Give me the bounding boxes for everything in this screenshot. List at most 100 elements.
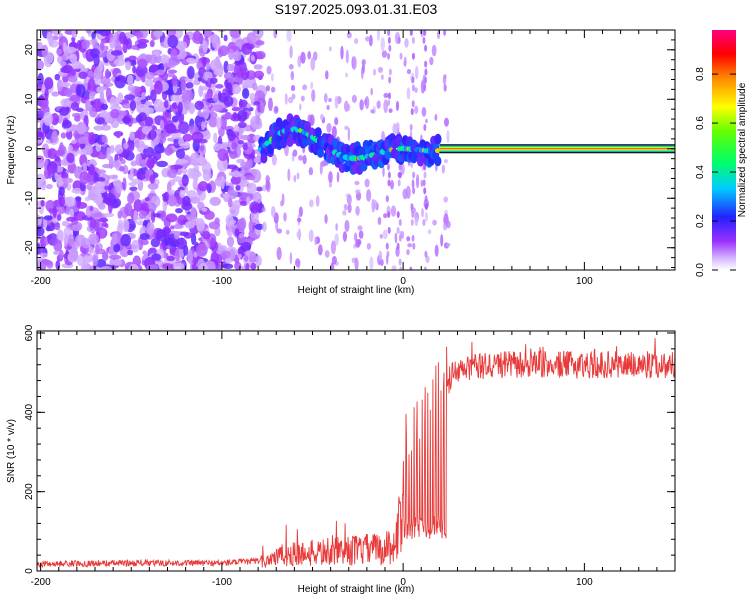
noise-blob	[69, 94, 81, 102]
noise-blob	[385, 195, 389, 203]
noise-blob	[165, 245, 172, 250]
colorbar-tick-label: 0.4	[695, 165, 706, 179]
noise-blob	[118, 224, 124, 230]
noise-blob	[410, 203, 414, 211]
noise-blob	[140, 92, 146, 100]
noise-blob	[173, 230, 180, 240]
noise-blob	[340, 45, 344, 60]
noise-blob	[399, 266, 403, 270]
noise-blob	[379, 233, 383, 239]
noise-blob	[209, 77, 218, 84]
noise-blob	[113, 58, 126, 67]
noise-blob	[175, 207, 183, 214]
noise-blob	[76, 121, 87, 135]
noise-blob	[296, 217, 302, 223]
noise-blob	[424, 44, 428, 52]
noise-blob	[100, 103, 109, 111]
noise-blob	[141, 158, 147, 168]
noise-blob	[117, 210, 123, 219]
noise-blob	[236, 176, 241, 184]
noise-blob	[81, 260, 88, 270]
noise-blob	[406, 68, 412, 75]
noise-blob	[202, 30, 212, 38]
noise-blob	[56, 48, 63, 55]
noise-blob	[66, 216, 77, 222]
noise-blob	[405, 185, 411, 199]
noise-blob	[70, 101, 80, 111]
noise-blob	[406, 249, 410, 256]
noise-blob	[244, 255, 249, 262]
noise-blob	[411, 36, 415, 44]
noise-blob	[286, 30, 292, 42]
noise-blob	[184, 221, 196, 229]
noise-blob	[215, 84, 224, 89]
noise-blob	[98, 30, 111, 37]
noise-blob	[290, 85, 296, 92]
noise-blob	[198, 85, 204, 97]
noise-blob	[415, 174, 420, 189]
noise-blob	[223, 60, 229, 74]
signal-blob	[260, 153, 268, 164]
noise-blob	[87, 78, 96, 93]
noise-blob	[227, 198, 233, 208]
noise-blob	[96, 258, 107, 268]
noise-blob	[46, 234, 52, 240]
noise-blob	[371, 198, 376, 213]
noise-blob	[150, 128, 155, 141]
noise-blob	[99, 90, 105, 104]
noise-blob	[290, 70, 295, 81]
snr-y-tick-label: 0	[24, 568, 35, 574]
noise-blob	[121, 103, 133, 109]
noise-blob	[58, 249, 64, 260]
noise-blob	[223, 71, 234, 80]
noise-blob	[182, 195, 191, 207]
noise-blob	[232, 170, 241, 178]
colorbar-tick-label: 0.6	[695, 116, 706, 130]
noise-blob	[424, 203, 428, 211]
noise-blob	[397, 36, 401, 44]
noise-blob	[97, 86, 109, 91]
noise-blob	[76, 201, 88, 209]
noise-blob	[48, 208, 54, 214]
noise-blob	[59, 81, 71, 87]
noise-blob	[93, 67, 102, 80]
noise-blob	[201, 121, 206, 131]
noise-blob	[423, 123, 427, 131]
noise-blob	[442, 74, 447, 86]
noise-blob	[100, 265, 112, 270]
noise-blob	[179, 231, 189, 237]
noise-blob	[364, 178, 370, 188]
noise-blob	[212, 93, 219, 102]
noise-blob	[163, 100, 169, 109]
noise-blob	[424, 60, 428, 68]
noise-blob	[342, 231, 348, 242]
noise-blob	[170, 48, 178, 61]
noise-blob	[196, 217, 205, 232]
noise-blob	[62, 64, 73, 74]
noise-blob	[315, 195, 320, 207]
colorbar-ticks: 0.0 0.2 0.4 0.6 0.8	[695, 67, 736, 277]
noise-blob	[85, 30, 92, 34]
noise-blob	[208, 221, 221, 230]
noise-blob	[197, 76, 202, 82]
noise-blob	[58, 196, 66, 208]
noise-blob	[129, 186, 138, 192]
noise-blob	[145, 168, 150, 181]
noise-blob	[381, 50, 388, 58]
noise-blob	[213, 132, 218, 144]
noise-blob	[255, 186, 264, 192]
colorbar-gradient	[712, 30, 736, 270]
noise-blob	[71, 139, 77, 145]
noise-blob	[178, 121, 190, 135]
noise-blob	[171, 75, 178, 87]
noise-blob	[244, 161, 252, 173]
noise-blob	[235, 185, 241, 191]
noise-blob	[398, 234, 402, 242]
noise-blob	[392, 123, 398, 136]
noise-blob	[383, 213, 388, 219]
noise-blob	[89, 91, 96, 97]
noise-blob	[191, 131, 204, 143]
noise-blob	[37, 59, 45, 71]
noise-blob	[87, 192, 98, 201]
